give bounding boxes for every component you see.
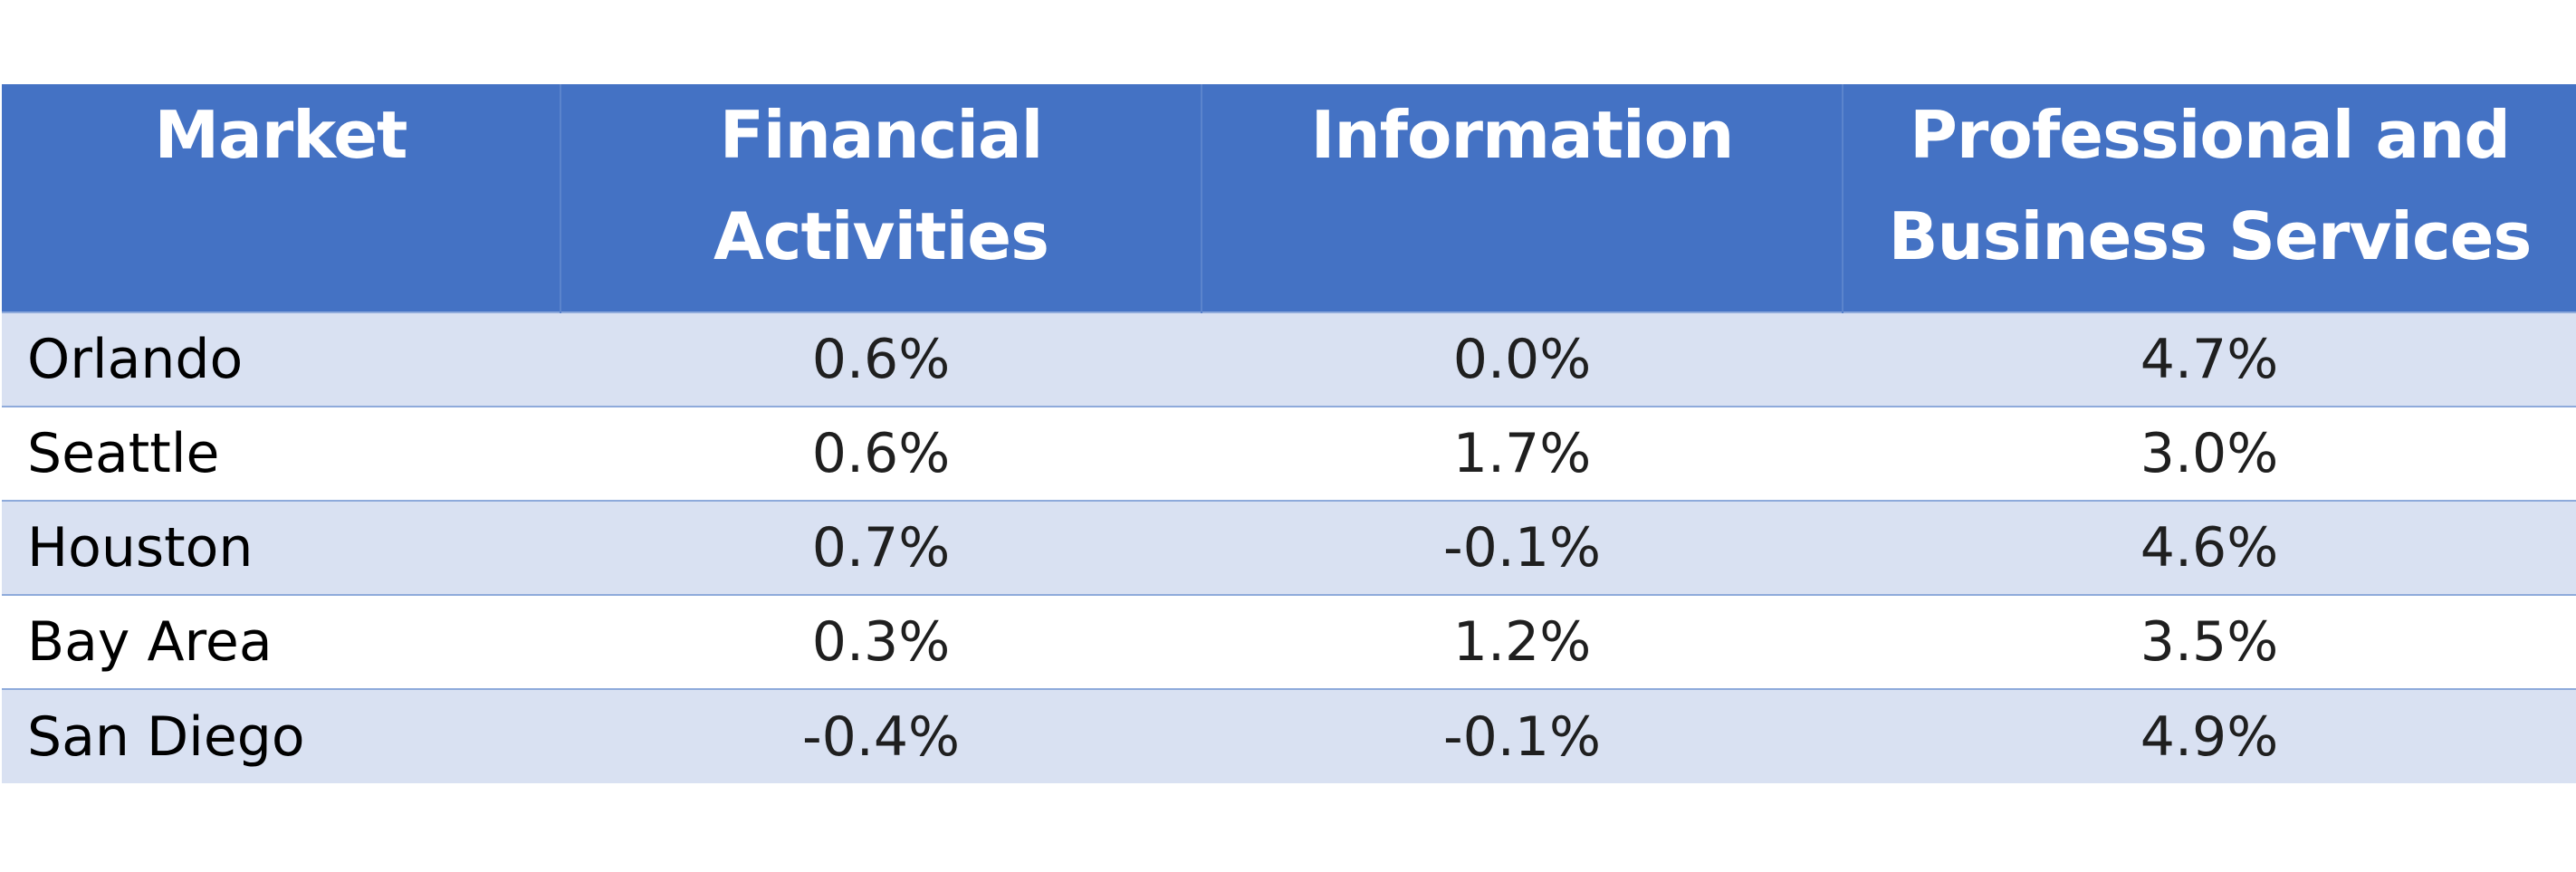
table-row: Seattle 0.6% 1.7% 3.0% [2,406,2576,501]
header-information-label: Information [1310,97,1735,173]
table-row: San Diego -0.4% -0.1% 4.9% [2,688,2576,783]
cell-professional: 4.9% [1843,688,2576,783]
header-market-label: Market [154,97,408,173]
header-professional-business-services-label: Professional and Business Services [1888,97,2533,274]
header-market: Market [2,84,561,312]
header-information: Information [1202,84,1843,312]
cell-professional: 4.7% [1843,311,2576,407]
cell-financial: 0.6% [560,406,1202,501]
table-row: Orlando 0.6% 0.0% 4.7% [2,311,2576,407]
cell-information: -0.1% [1202,688,1843,783]
header-professional-business-services: Professional and Business Services [1843,84,2576,312]
table-body: Orlando 0.6% 0.0% 4.7% Seattle 0.6% 1.7%… [2,311,2576,783]
cell-information: 1.2% [1202,594,1843,689]
cell-market: Seattle [2,406,560,501]
cell-market: Houston [2,500,560,595]
cell-information: 1.7% [1202,406,1843,501]
cell-professional: 4.6% [1843,500,2576,595]
table-row: Bay Area 0.3% 1.2% 3.5% [2,594,2576,689]
header-row: Market Financial Activities Information … [2,84,2576,312]
market-employment-table: Market Financial Activities Information … [2,84,2576,783]
header-financial-activities: Financial Activities [560,84,1202,312]
header-financial-activities-label: Financial Activities [713,97,1049,274]
table-row: Houston 0.7% -0.1% 4.6% [2,500,2576,595]
cell-information: -0.1% [1202,500,1843,595]
cell-financial: 0.6% [560,311,1202,407]
cell-financial: -0.4% [560,688,1202,783]
table-header: Market Financial Activities Information … [2,84,2576,312]
cell-professional: 3.5% [1843,594,2576,689]
cell-market: Bay Area [2,594,560,689]
cell-market: Orlando [2,311,560,407]
cell-financial: 0.7% [560,500,1202,595]
data-table-container: Market Financial Activities Information … [2,84,2576,783]
cell-information: 0.0% [1202,311,1843,407]
cell-market: San Diego [2,688,560,783]
cell-financial: 0.3% [560,594,1202,689]
cell-professional: 3.0% [1843,406,2576,501]
